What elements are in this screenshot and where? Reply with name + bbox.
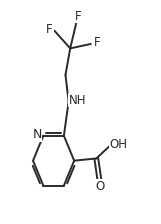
Text: F: F	[46, 23, 53, 36]
Text: N: N	[32, 128, 42, 141]
Text: O: O	[96, 180, 105, 193]
Text: OH: OH	[109, 138, 127, 151]
Text: F: F	[94, 36, 100, 49]
Text: F: F	[75, 10, 81, 23]
Text: NH: NH	[69, 94, 86, 107]
